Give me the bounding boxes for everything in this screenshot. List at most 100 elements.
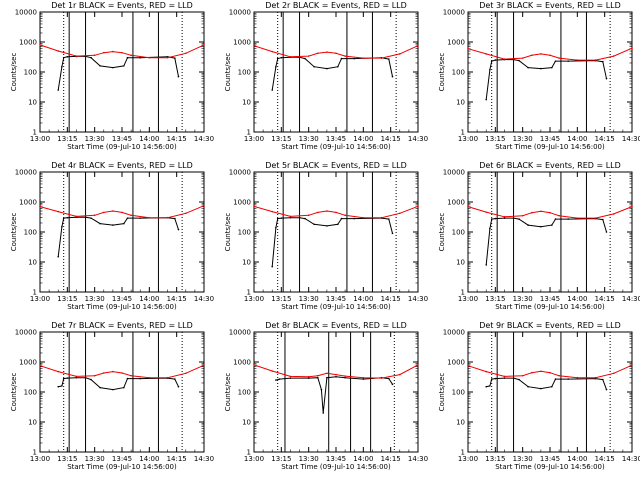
data-point: [62, 217, 65, 219]
x-tick-label: 13:45: [112, 135, 132, 143]
x-tick-label: 13:00: [244, 455, 264, 463]
series-line-black: [58, 377, 179, 391]
data-point: [362, 216, 365, 219]
data-point: [121, 211, 123, 214]
data-point: [489, 68, 491, 71]
x-axis-label: Start Time (09-Jul-10 14:56:00): [67, 463, 177, 471]
data-point: [549, 371, 551, 374]
y-tick-label: 1: [461, 449, 465, 457]
data-point: [362, 57, 365, 59]
data-point: [549, 211, 551, 214]
data-point: [75, 55, 78, 57]
y-tick-label: 10: [28, 419, 37, 427]
data-point: [344, 376, 346, 379]
data-point: [605, 388, 608, 391]
data-point: [90, 217, 92, 219]
x-tick-label: 13:00: [458, 295, 478, 303]
series-line-red: [467, 364, 633, 379]
data-point: [398, 373, 401, 376]
data-point: [102, 211, 105, 214]
data-point: [84, 376, 87, 379]
data-point: [148, 216, 151, 219]
data-point: [271, 210, 274, 213]
chart-title: Det 1r BLACK = Events, RED = LLD: [51, 1, 193, 10]
x-tick-label: 13:45: [326, 135, 346, 143]
x-tick-label: 13:00: [30, 295, 50, 303]
data-point: [174, 378, 176, 380]
x-tick-label: 14:30: [622, 455, 640, 463]
x-tick-label: 14:15: [381, 295, 401, 303]
data-point: [84, 216, 87, 219]
data-point: [57, 50, 60, 52]
data-point: [467, 205, 469, 208]
x-tick-label: 13:15: [57, 135, 77, 143]
x-tick-label: 13:30: [299, 455, 319, 463]
data-point: [271, 50, 274, 53]
x-tick-label: 14:15: [381, 135, 401, 143]
data-point: [275, 379, 277, 381]
data-point: [567, 60, 570, 62]
x-axis-label: Start Time (09-Jul-10 14:56:00): [281, 143, 391, 151]
data-point: [335, 52, 337, 55]
data-point: [112, 370, 114, 373]
y-tick-label: 1000: [447, 199, 465, 207]
y-tick-label: 1000: [19, 39, 37, 47]
data-point: [391, 383, 394, 386]
data-point: [554, 218, 557, 220]
data-point: [388, 218, 390, 220]
y-tick-label: 1000: [19, 199, 37, 207]
y-tick-label: 10000: [15, 169, 37, 177]
data-point: [298, 216, 301, 219]
data-point: [602, 60, 604, 63]
x-tick-label: 14:15: [167, 455, 187, 463]
x-tick-label: 14:30: [622, 135, 640, 143]
data-point: [605, 231, 608, 233]
data-point: [102, 372, 105, 374]
y-axis-label: Counts/sec: [224, 53, 232, 92]
series-line-black: [485, 59, 607, 100]
data-point: [99, 222, 101, 225]
data-point: [594, 59, 597, 61]
data-point: [253, 205, 255, 208]
plot-frame: [467, 331, 633, 453]
chart-title: Det 5r BLACK = Events, RED = LLD: [265, 161, 407, 170]
data-point: [558, 57, 560, 59]
data-point: [551, 224, 553, 226]
data-point: [66, 377, 69, 379]
data-point: [90, 56, 92, 59]
plot-frame: [253, 11, 419, 133]
y-tick-label: 1: [247, 449, 251, 457]
data-point: [203, 364, 205, 367]
data-point: [362, 378, 365, 380]
x-tick-label: 13:15: [485, 455, 505, 463]
data-point: [61, 65, 63, 68]
x-tick-label: 13:30: [85, 295, 105, 303]
data-point: [335, 376, 337, 378]
x-tick-label: 13:30: [85, 455, 105, 463]
data-point: [567, 218, 570, 220]
data-point: [174, 57, 176, 59]
x-tick-label: 14:30: [194, 295, 214, 303]
data-point: [75, 215, 78, 218]
x-tick-label: 14:30: [408, 135, 428, 143]
data-point: [353, 57, 356, 60]
data-point: [289, 377, 292, 379]
data-point: [391, 232, 394, 235]
y-tick-label: 10: [456, 259, 465, 267]
data-point: [271, 265, 274, 268]
x-axis-label: Start Time (09-Jul-10 14:56:00): [67, 303, 177, 311]
data-point: [576, 217, 579, 219]
data-point: [184, 52, 187, 55]
series-line-red: [39, 44, 205, 59]
data-point: [503, 58, 506, 60]
data-point: [203, 44, 205, 46]
x-tick-label: 14:15: [595, 295, 615, 303]
data-point: [289, 216, 292, 219]
data-point: [316, 211, 319, 214]
data-point: [39, 205, 41, 208]
data-point: [527, 224, 529, 226]
x-tick-label: 13:30: [513, 455, 533, 463]
y-tick-label: 10: [242, 259, 251, 267]
data-point: [512, 377, 515, 379]
x-tick-label: 13:15: [57, 455, 77, 463]
